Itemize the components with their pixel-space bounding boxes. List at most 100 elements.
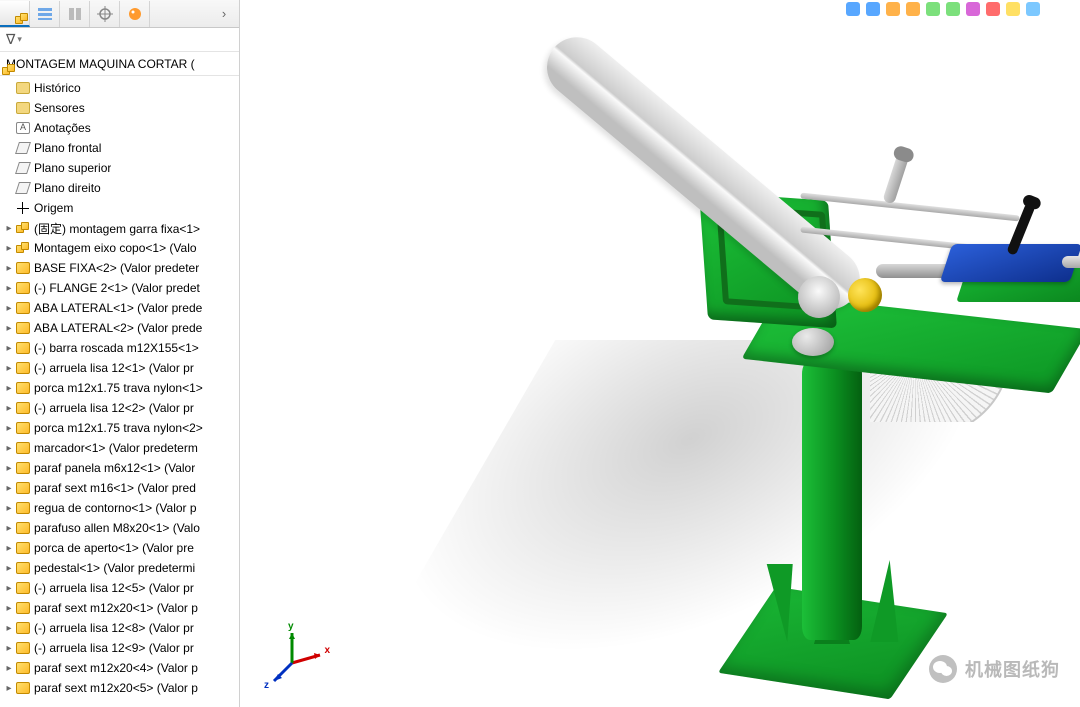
panel-tab-display[interactable] bbox=[60, 1, 90, 27]
rotation-hub bbox=[792, 328, 834, 356]
3d-viewport[interactable]: x y z 机械图纸狗 bbox=[240, 0, 1080, 707]
expander-icon[interactable]: ▸ bbox=[4, 343, 14, 354]
expander-icon[interactable]: ▸ bbox=[4, 363, 14, 374]
expander-icon[interactable]: ▸ bbox=[4, 463, 14, 474]
part-icon bbox=[14, 622, 32, 634]
tree-item[interactable]: ▸porca m12x1.75 trava nylon<1> bbox=[0, 378, 239, 398]
tree-item-label: regua de contorno<1> (Valor p bbox=[34, 501, 197, 515]
orientation-triad[interactable]: x y z bbox=[268, 627, 328, 687]
tree-item-label: paraf sext m12x20<1> (Valor p bbox=[34, 601, 198, 615]
expander-icon[interactable]: ▸ bbox=[4, 543, 14, 554]
expander-icon[interactable]: ▸ bbox=[4, 243, 14, 254]
part-icon bbox=[14, 322, 32, 334]
main-area: › ∇ ▾ MONTAGEM MAQUINA CORTAR ( Históric… bbox=[0, 0, 1080, 707]
panel-expand-arrow[interactable]: › bbox=[209, 1, 239, 27]
part-icon bbox=[14, 642, 32, 654]
tree-item-label: (-) arruela lisa 12<9> (Valor pr bbox=[34, 641, 194, 655]
display-icon bbox=[67, 6, 83, 22]
expander-icon[interactable]: ▸ bbox=[4, 583, 14, 594]
part-icon bbox=[14, 262, 32, 274]
watermark-text: 机械图纸狗 bbox=[965, 656, 1060, 682]
tree-item[interactable]: ▸ paraf sext m12x20<4> (Valor p bbox=[0, 658, 239, 678]
tree-item[interactable]: Histórico bbox=[0, 78, 239, 98]
tree-item[interactable]: ▸BASE FIXA<2> (Valor predeter bbox=[0, 258, 239, 278]
tree-item[interactable]: ▸ paraf sext m12x20<1> (Valor p bbox=[0, 598, 239, 618]
tree-item[interactable]: ▸ABA LATERAL<2> (Valor prede bbox=[0, 318, 239, 338]
tree-item-label: (-) FLANGE 2<1> (Valor predet bbox=[34, 281, 200, 295]
target-icon bbox=[97, 6, 113, 22]
tree-root[interactable]: MONTAGEM MAQUINA CORTAR ( bbox=[0, 52, 239, 76]
tree-item[interactable]: Plano frontal bbox=[0, 138, 239, 158]
tree-item[interactable]: ▸(-) arruela lisa 12<2> (Valor pr bbox=[0, 398, 239, 418]
tree-item[interactable]: ▸paraf panela m6x12<1> (Valor bbox=[0, 458, 239, 478]
tree-item[interactable]: ▸parafuso allen M8x20<1> (Valo bbox=[0, 518, 239, 538]
tree-item-label: Anotações bbox=[34, 121, 91, 135]
panel-tab-appearance[interactable] bbox=[120, 1, 150, 27]
tree-item[interactable]: ▸ (固定) montagem garra fixa<1> bbox=[0, 218, 239, 238]
tree-item[interactable]: ▸ regua de contorno<1> (Valor p bbox=[0, 498, 239, 518]
tree-item[interactable]: ▸ porca m12x1.75 trava nylon<2> bbox=[0, 418, 239, 438]
tree-item[interactable]: ▸(-) arruela lisa 12<5> (Valor pr bbox=[0, 578, 239, 598]
expander-icon[interactable]: ▸ bbox=[4, 383, 14, 394]
tree-item[interactable]: AAnotações bbox=[0, 118, 239, 138]
expander-icon[interactable]: ▸ bbox=[4, 263, 14, 274]
tree-item-label: paraf sext m12x20<5> (Valor p bbox=[34, 681, 198, 695]
expander-icon[interactable]: ▸ bbox=[4, 643, 14, 654]
expander-icon[interactable]: ▸ bbox=[4, 683, 14, 694]
tree-item-label: (-) arruela lisa 12<8> (Valor pr bbox=[34, 621, 194, 635]
panel-tab-assembly[interactable] bbox=[0, 1, 30, 27]
tree-item-label: porca m12x1.75 trava nylon<2> bbox=[34, 421, 203, 435]
tree-item[interactable]: ▸(-) arruela lisa 12<1> (Valor pr bbox=[0, 358, 239, 378]
tree-item[interactable]: ▸porca de aperto<1> (Valor pre bbox=[0, 538, 239, 558]
expander-icon[interactable]: ▸ bbox=[4, 303, 14, 314]
panel-tab-view[interactable] bbox=[90, 1, 120, 27]
part-icon bbox=[14, 542, 32, 554]
panel-tab-configurations[interactable] bbox=[30, 1, 60, 27]
expander-icon[interactable]: ▸ bbox=[4, 623, 14, 634]
tree-item[interactable]: ▸(-) barra roscada m12X155<1> bbox=[0, 338, 239, 358]
tree-item[interactable]: ▸ marcador<1> (Valor predeterm bbox=[0, 438, 239, 458]
expander-icon[interactable]: ▸ bbox=[4, 403, 14, 414]
tree-item[interactable]: ▸ paraf sext m16<1> (Valor pred bbox=[0, 478, 239, 498]
tree-item[interactable]: ▸ (-) arruela lisa 12<9> (Valor pr bbox=[0, 638, 239, 658]
expander-icon[interactable]: ▸ bbox=[4, 563, 14, 574]
tree-item[interactable]: Origem bbox=[0, 198, 239, 218]
part-icon bbox=[14, 342, 32, 354]
tree-item[interactable]: ▸ (-) arruela lisa 12<8> (Valor pr bbox=[0, 618, 239, 638]
part-icon bbox=[14, 362, 32, 374]
feature-tree[interactable]: Histórico SensoresAAnotações Plano frontal… bbox=[0, 76, 239, 707]
expander-icon[interactable]: ▸ bbox=[4, 663, 14, 674]
tree-item[interactable]: ▸ paraf sext m12x20<5> (Valor p bbox=[0, 678, 239, 698]
expander-icon[interactable]: ▸ bbox=[4, 603, 14, 614]
expander-icon[interactable]: ▸ bbox=[4, 223, 14, 234]
tree-filter-row[interactable]: ∇ ▾ bbox=[0, 28, 239, 52]
part-icon bbox=[14, 382, 32, 394]
expander-icon[interactable]: ▸ bbox=[4, 503, 14, 514]
tree-item-label: paraf sext m12x20<4> (Valor p bbox=[34, 661, 198, 675]
tree-item[interactable]: ▸ (-) FLANGE 2<1> (Valor predet bbox=[0, 278, 239, 298]
tree-item[interactable]: ▸Montagem eixo copo<1> (Valo bbox=[0, 238, 239, 258]
chevron-down-icon: ▾ bbox=[17, 34, 22, 45]
tree-item-label: pedestal<1> (Valor predetermi bbox=[34, 561, 195, 575]
part-icon bbox=[14, 282, 32, 294]
expander-icon[interactable]: ▸ bbox=[4, 283, 14, 294]
tree-item-label: (固定) montagem garra fixa<1> bbox=[34, 220, 200, 237]
tree-item[interactable]: Plano superior bbox=[0, 158, 239, 178]
expander-icon[interactable]: ▸ bbox=[4, 423, 14, 434]
tree-item[interactable]: ▸ABA LATERAL<1> (Valor prede bbox=[0, 298, 239, 318]
tree-item-label: marcador<1> (Valor predeterm bbox=[34, 441, 198, 455]
expander-icon[interactable]: ▸ bbox=[4, 523, 14, 534]
tree-item-label: Plano frontal bbox=[34, 141, 101, 155]
part-icon bbox=[14, 422, 32, 434]
tree-item-label: Histórico bbox=[34, 81, 81, 95]
3d-model[interactable] bbox=[500, 10, 1060, 707]
origin-icon bbox=[14, 202, 32, 214]
expander-icon[interactable]: ▸ bbox=[4, 483, 14, 494]
tree-item[interactable]: Sensores bbox=[0, 98, 239, 118]
tree-item-label: paraf sext m16<1> (Valor pred bbox=[34, 481, 196, 495]
tree-item[interactable]: Plano direito bbox=[0, 178, 239, 198]
tree-item[interactable]: ▸ pedestal<1> (Valor predetermi bbox=[0, 558, 239, 578]
expander-icon[interactable]: ▸ bbox=[4, 323, 14, 334]
part-icon bbox=[14, 562, 32, 574]
expander-icon[interactable]: ▸ bbox=[4, 443, 14, 454]
